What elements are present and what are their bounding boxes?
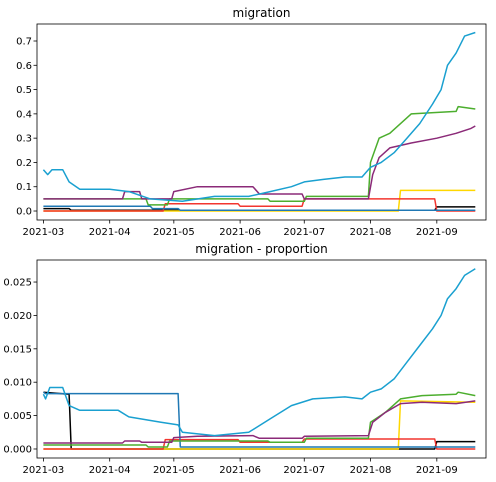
x-tick-label: 2021-09 bbox=[416, 227, 458, 238]
x-tick-label: 2021-04 bbox=[89, 227, 131, 238]
y-tick-label: 0.010 bbox=[3, 378, 32, 389]
y-tick-label: 0.025 bbox=[3, 278, 32, 289]
y-tick-label: 0.6 bbox=[16, 61, 32, 72]
x-tick-label: 2021-05 bbox=[153, 227, 195, 238]
x-tick-label: 2021-03 bbox=[23, 227, 65, 238]
chart-title: migration bbox=[233, 6, 291, 20]
series-line-4 bbox=[43, 391, 476, 448]
series-line-5 bbox=[43, 125, 476, 200]
y-tick-label: 0.015 bbox=[3, 344, 32, 355]
y-tick-label: 0.5 bbox=[16, 85, 32, 96]
y-tick-label: 0.020 bbox=[3, 311, 32, 322]
y-tick-label: 0.005 bbox=[3, 411, 32, 422]
series-lines bbox=[42, 268, 476, 450]
y-tick-label: 0.0 bbox=[16, 207, 32, 218]
x-tick-label: 2021-04 bbox=[89, 465, 131, 476]
y-tick-label: 0.2 bbox=[16, 158, 32, 169]
x-tick-label: 2021-06 bbox=[219, 465, 261, 476]
series-line-6 bbox=[42, 268, 476, 437]
x-tick-label: 2021-07 bbox=[283, 465, 325, 476]
series-line-1 bbox=[43, 400, 476, 450]
series-line-5 bbox=[43, 400, 476, 444]
series-lines bbox=[42, 31, 476, 212]
y-tick-label: 0.4 bbox=[16, 109, 32, 120]
x-tick-label: 2021-07 bbox=[283, 227, 325, 238]
series-line-6 bbox=[42, 31, 476, 203]
x-tick-label: 2021-08 bbox=[350, 227, 392, 238]
y-tick-label: 0.3 bbox=[16, 134, 32, 145]
x-tick-label: 2021-09 bbox=[416, 465, 458, 476]
chart-title: migration - proportion bbox=[195, 242, 327, 256]
x-tick-label: 2021-08 bbox=[350, 465, 392, 476]
series-line-3 bbox=[42, 391, 476, 448]
y-tick-label: 0.000 bbox=[3, 444, 32, 455]
plot-frame bbox=[36, 259, 487, 459]
chart-migration-proportion: migration - proportion 2021-03 2021-04 2021… bbox=[3, 242, 487, 476]
x-tick-label: 2021-05 bbox=[153, 465, 195, 476]
series-line-3 bbox=[43, 205, 476, 212]
series-line-2 bbox=[43, 198, 476, 212]
x-tick-label: 2021-06 bbox=[219, 227, 261, 238]
chart-migration: migration 2021-03 2021-04 2021-05 2021-06 202… bbox=[16, 6, 487, 238]
plot-frame bbox=[36, 23, 487, 221]
y-tick-label: 0.7 bbox=[16, 37, 32, 48]
x-tick-label: 2021-03 bbox=[23, 465, 65, 476]
y-tick-label: 0.1 bbox=[16, 182, 32, 193]
